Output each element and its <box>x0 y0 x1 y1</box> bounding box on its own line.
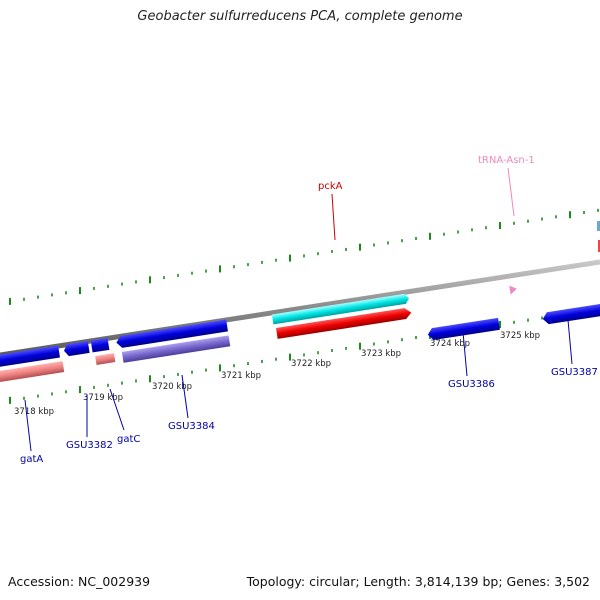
kbp-label: 3721 kbp <box>221 371 261 381</box>
gsu3384-connector <box>181 374 189 419</box>
gata-gene-lower[interactable] <box>0 361 65 383</box>
gsu3387-gene[interactable] <box>542 302 600 325</box>
gsu3384-gene[interactable] <box>115 319 228 349</box>
genome-summary-text: Topology: circular; Length: 3,814,139 bp… <box>246 574 590 589</box>
trna-asn-1-feature[interactable] <box>509 285 517 295</box>
gene-label-trna-asn-1[interactable]: tRNA-Asn-1 <box>478 155 535 166</box>
gene-label-gsu3386[interactable]: GSU3386 <box>448 379 495 390</box>
gsu3387-connector <box>567 319 573 365</box>
pcka-gene[interactable] <box>276 307 412 339</box>
kbp-label: 3718 kbp <box>14 407 54 417</box>
gsu3386-gene[interactable] <box>427 317 500 341</box>
kbp-label: 3723 kbp <box>361 349 401 359</box>
page-title: Geobacter sulfurreducens PCA, complete g… <box>137 9 463 24</box>
kbp-label: 3719 kbp <box>83 393 123 403</box>
kbp-label: 3725 kbp <box>500 331 540 341</box>
edge-feature <box>597 221 600 231</box>
pcka-cds[interactable] <box>271 293 410 325</box>
gsu3386-connector <box>462 331 468 377</box>
gene-label-gatc[interactable]: gatC <box>117 434 140 445</box>
gatc-gene-lower[interactable] <box>95 353 116 365</box>
kbp-label: 3724 kbp <box>430 339 470 349</box>
gsu3382-gene[interactable] <box>63 341 90 357</box>
gatc-gene[interactable] <box>90 337 110 353</box>
gata-gene-upper[interactable] <box>0 345 60 368</box>
upper-dotted-track <box>9 208 599 305</box>
edge-feature-red <box>598 240 600 252</box>
genome-backbone <box>0 259 600 358</box>
gsu3384-cds[interactable] <box>121 335 231 363</box>
gene-label-pcka[interactable]: pckA <box>318 181 343 192</box>
accession-text: Accession: NC_002939 <box>8 574 151 589</box>
gene-label-gsu3384[interactable]: GSU3384 <box>168 421 215 432</box>
gene-label-gata[interactable]: gatA <box>20 454 43 465</box>
gene-label-gsu3382[interactable]: GSU3382 <box>66 440 113 451</box>
pcka-connector <box>331 193 336 241</box>
kbp-label: 3722 kbp <box>291 359 331 369</box>
kbp-label: 3720 kbp <box>152 382 192 392</box>
kbp-labels: 3718 kbp 3719 kbp 3720 kbp 3721 kbp 3722… <box>14 331 540 417</box>
gene-label-gsu3387[interactable]: GSU3387 <box>551 367 598 378</box>
gatc-connector <box>109 388 125 431</box>
trna-connector <box>507 167 515 217</box>
gata-connector <box>24 399 32 452</box>
